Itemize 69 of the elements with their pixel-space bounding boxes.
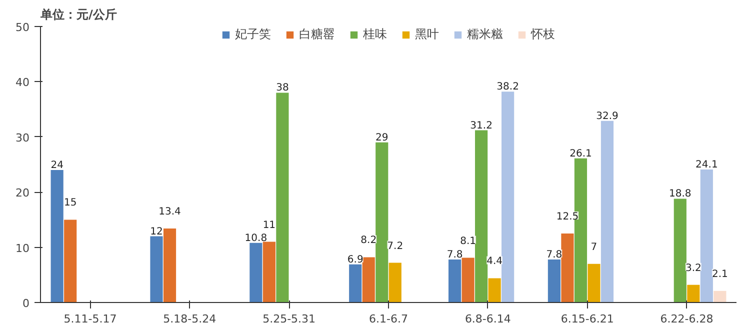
bar (362, 257, 375, 302)
data-label: 31.2 (470, 120, 492, 132)
x-tick-label: 6.1-6.7 (369, 312, 408, 325)
data-label: 11 (262, 220, 276, 231)
legend-label: 怀枝 (531, 26, 555, 43)
data-label: 13.4 (158, 206, 181, 218)
bar (276, 92, 289, 302)
bar (250, 242, 262, 302)
data-label: 38.2 (496, 82, 519, 93)
data-label: 38 (276, 82, 289, 94)
data-label: 2.1 (712, 268, 728, 280)
data-label: 26.1 (570, 148, 592, 160)
bar (376, 142, 388, 302)
data-label: 7 (590, 242, 598, 253)
data-label: 4.4 (486, 256, 503, 268)
data-label: 15 (64, 198, 77, 209)
data-label: 7.8 (546, 249, 562, 260)
data-label: 24.1 (696, 159, 718, 170)
x-tick-label: 5.11-5.17 (64, 312, 117, 325)
data-label: 6.9 (347, 254, 364, 266)
bar (714, 290, 726, 302)
y-tick-label: 40 (16, 76, 30, 90)
x-tick-label: 5.18-5.24 (163, 312, 216, 325)
bar (700, 169, 713, 302)
data-label: 29 (376, 132, 388, 144)
bar (600, 120, 614, 302)
x-tick-label: 5.25-5.31 (262, 312, 316, 325)
x-tick-label: 6.15-6.21 (560, 312, 614, 325)
y-tick-label: 30 (16, 131, 30, 144)
data-label: 24 (50, 160, 64, 172)
y-tick-label: 10 (16, 242, 30, 255)
data-label: 32.9 (596, 110, 618, 122)
bar (448, 259, 462, 302)
y-tick-label: 20 (16, 186, 30, 200)
bar (588, 264, 600, 302)
legend-label: 糯米糍 (467, 26, 503, 43)
y-axis-title: 单位：元/公斤 (40, 8, 117, 22)
data-label: 12.5 (556, 212, 579, 222)
y-tick-label: 50 (16, 21, 30, 34)
data-label: 18.8 (669, 188, 692, 200)
data-label: 3.2 (685, 262, 702, 274)
bar (475, 130, 488, 302)
bar (349, 264, 362, 302)
bar (50, 170, 64, 302)
bar (150, 236, 163, 302)
bar (163, 228, 176, 302)
legend-label: 桂味 (363, 26, 387, 43)
y-tick-label: 0 (22, 297, 30, 310)
x-tick-label: 6.8-6.14 (464, 312, 511, 325)
data-label: 7.8 (446, 249, 463, 260)
legend-label: 黑叶 (415, 26, 439, 43)
bar (674, 198, 686, 302)
bar (561, 234, 574, 302)
bar (64, 220, 77, 302)
legend-label: 妃子笑 (235, 26, 271, 43)
data-label: 10.8 (244, 232, 268, 244)
x-tick-label: 6.22-6.28 (660, 312, 714, 325)
data-label: 8.2 (360, 235, 377, 246)
bar (502, 92, 514, 302)
bar (388, 262, 402, 302)
data-label: 8.1 (460, 236, 476, 247)
bar (687, 284, 700, 302)
bar (548, 259, 561, 302)
bar (462, 258, 474, 302)
data-label: 12 (150, 226, 163, 238)
data-label: 7.2 (387, 240, 404, 252)
bar (488, 278, 501, 302)
legend-label: 白糖罂 (299, 26, 335, 43)
bar (262, 242, 276, 302)
